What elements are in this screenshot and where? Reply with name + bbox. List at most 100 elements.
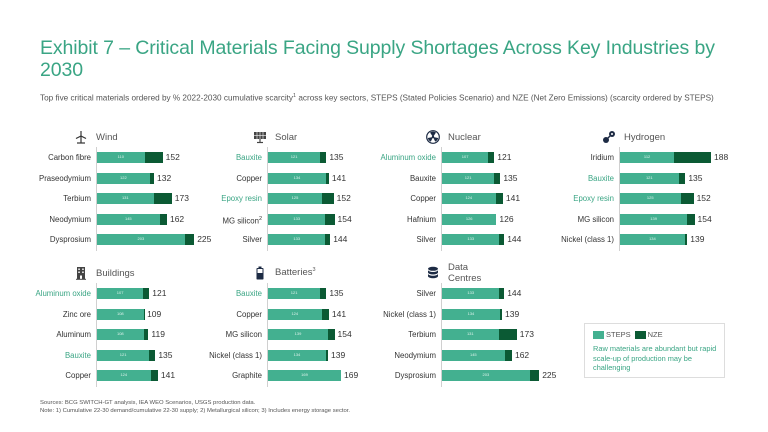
nze-value-label: 139	[690, 234, 705, 244]
legend-note: Raw materials are abundant but rapid sca…	[593, 344, 717, 372]
bar: 131	[97, 193, 172, 204]
steps-value-label: 124	[465, 195, 473, 200]
nze-bar	[494, 172, 501, 184]
nze-value-label: 141	[331, 308, 347, 319]
nze-value-label: 135	[329, 288, 344, 298]
panel-header: Solar	[253, 130, 297, 144]
bar: 131	[442, 329, 517, 340]
nze-bar	[325, 234, 331, 245]
nze-bar	[499, 308, 503, 320]
category-label: Silver	[416, 235, 437, 244]
nze-bar	[328, 329, 335, 340]
steps-bar: 131	[97, 193, 154, 204]
legend-nze-swatch	[634, 330, 646, 339]
nze-value-label: 144	[333, 234, 348, 244]
nze-bar	[499, 234, 505, 245]
category-label: MG silicon	[225, 330, 262, 339]
nze-value-label: 188	[713, 152, 729, 162]
steps-bar: 203	[97, 234, 185, 245]
bar: 124	[442, 193, 503, 204]
nze-bar	[678, 172, 686, 184]
nze-value-label: 121	[497, 152, 512, 162]
nze-bar	[143, 288, 150, 299]
steps-bar: 145	[442, 349, 505, 361]
nze-bar	[488, 152, 495, 163]
category-label: Aluminum oxide	[35, 289, 91, 298]
panel-header: Hydrogen	[602, 130, 665, 144]
steps-bar: 107	[97, 288, 144, 299]
notes-text: Note: 1) Cumulative 22-30 demand/cumulat…	[40, 408, 351, 414]
bar: 110	[97, 152, 163, 163]
panel-title: Hydrogen	[624, 131, 666, 143]
nze-bar	[325, 349, 329, 361]
bar: 121	[268, 288, 327, 299]
panel-title: Wind	[96, 131, 118, 143]
steps-bar: 121	[620, 172, 679, 184]
steps-bar: 125	[620, 193, 681, 204]
steps-bar: 145	[97, 213, 160, 225]
category-label: Nickel (class 1)	[383, 309, 436, 319]
nze-value-label: 135	[158, 349, 173, 360]
nze-bar	[684, 234, 688, 245]
subtitle-main: Top five critical materials ordered by %…	[40, 93, 294, 103]
steps-bar: 139	[620, 213, 688, 225]
nze-value-label: 152	[696, 193, 711, 203]
legend-steps-swatch	[593, 330, 604, 339]
category-label: Epoxy resin	[221, 194, 262, 203]
nze-value-label: 132	[157, 172, 172, 183]
panel-title: Batteries3	[275, 267, 316, 279]
steps-value-label: 133	[293, 236, 301, 241]
steps-bar: 133	[442, 288, 500, 299]
steps-bar: 124	[97, 370, 151, 381]
nze-bar	[159, 213, 167, 225]
steps-bar: 203	[442, 370, 530, 381]
steps-value-label: 169	[301, 372, 308, 377]
nze-value-label: 139	[331, 349, 346, 360]
category-axis-line	[441, 283, 442, 387]
nze-bar	[320, 288, 327, 299]
category-label: Copper	[410, 194, 436, 203]
steps-value-label: 121	[119, 351, 127, 357]
bar: 108	[97, 329, 149, 340]
nze-value-label: 109	[147, 308, 162, 319]
category-axis-line	[96, 283, 97, 387]
bar: 125	[620, 193, 694, 204]
category-label: Bauxite	[587, 173, 614, 183]
nze-value-label: 154	[337, 213, 352, 224]
nze-bar	[674, 152, 711, 163]
bar: 139	[268, 329, 335, 340]
panel-title-footnote: 3	[312, 267, 316, 274]
bar: 139	[620, 213, 695, 225]
nze-value-label: 141	[331, 172, 347, 183]
category-axis-line	[441, 147, 442, 251]
steps-bar: 133	[442, 234, 500, 245]
legend-steps-label: STEPS	[606, 330, 631, 339]
nze-bar	[184, 234, 195, 245]
steps-bar: 121	[97, 349, 150, 361]
bar: 112	[620, 152, 711, 163]
bar: 134	[268, 172, 329, 184]
steps-value-label: 121	[290, 290, 298, 295]
steps-value-label: 131	[121, 195, 129, 200]
bar: 203	[442, 370, 540, 381]
category-label: Carbon fibre	[48, 153, 91, 162]
category-label: Graphite	[232, 371, 262, 380]
category-axis-line	[619, 147, 620, 251]
nze-value-label: 152	[165, 152, 180, 162]
steps-bar: 134	[620, 234, 685, 245]
bar: 134	[442, 308, 503, 320]
panel-header: Data Centres	[426, 262, 481, 284]
building-icon	[74, 266, 88, 280]
steps-bar: 131	[442, 329, 499, 340]
steps-value-label: 139	[294, 331, 302, 336]
nze-bar	[687, 213, 695, 225]
subtitle-footnote-marker: 1	[293, 93, 297, 99]
nze-value-label: 119	[151, 329, 165, 339]
category-label: MG silicon2	[222, 215, 262, 226]
category-label: Hafnium	[406, 214, 436, 224]
steps-bar: 121	[268, 288, 321, 299]
bar: 133	[442, 234, 505, 245]
nze-value-label: 173	[174, 193, 189, 203]
bar: 145	[442, 349, 512, 361]
nze-bar	[499, 288, 505, 299]
